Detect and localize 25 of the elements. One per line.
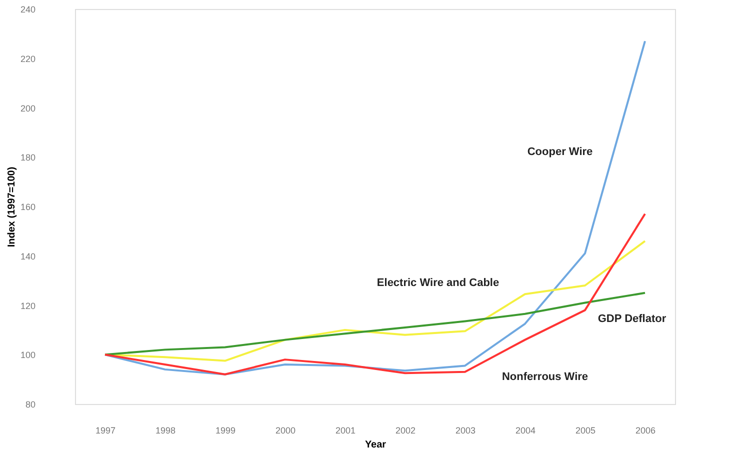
x-tick-label: 2000 <box>275 426 296 436</box>
y-tick-label: 240 <box>20 4 36 14</box>
y-tick-label: 200 <box>20 103 36 114</box>
x-tick-label: 2001 <box>335 426 356 436</box>
x-tick-label: 1999 <box>215 426 236 436</box>
y-tick-label: 220 <box>20 54 36 64</box>
x-tick-label: 1998 <box>155 426 176 436</box>
y-axis-title: Index (1997=100) <box>6 166 18 248</box>
y-tick-label: 80 <box>25 400 36 410</box>
y-tick-label: 120 <box>20 300 36 311</box>
x-tick-label: 1997 <box>95 426 116 436</box>
x-tick-label: 2003 <box>455 426 476 436</box>
x-tick-label: 2006 <box>635 426 656 436</box>
x-tick-label: 2004 <box>515 426 536 436</box>
x-axis-title: Year <box>364 440 386 450</box>
y-tick-label: 100 <box>20 350 36 360</box>
y-tick-label: 140 <box>20 251 36 262</box>
series-label: GDP Deflator <box>598 312 667 325</box>
y-tick-label: 180 <box>20 152 36 163</box>
series-label: Nonferrous Wire <box>502 370 588 383</box>
y-tick-label: 160 <box>20 202 36 212</box>
series-label: Electric Wire and Cable <box>376 277 500 290</box>
x-tick-label: 2005 <box>575 426 596 436</box>
x-tick-label: 2002 <box>395 426 416 436</box>
series-label: Cooper Wire <box>527 146 593 158</box>
